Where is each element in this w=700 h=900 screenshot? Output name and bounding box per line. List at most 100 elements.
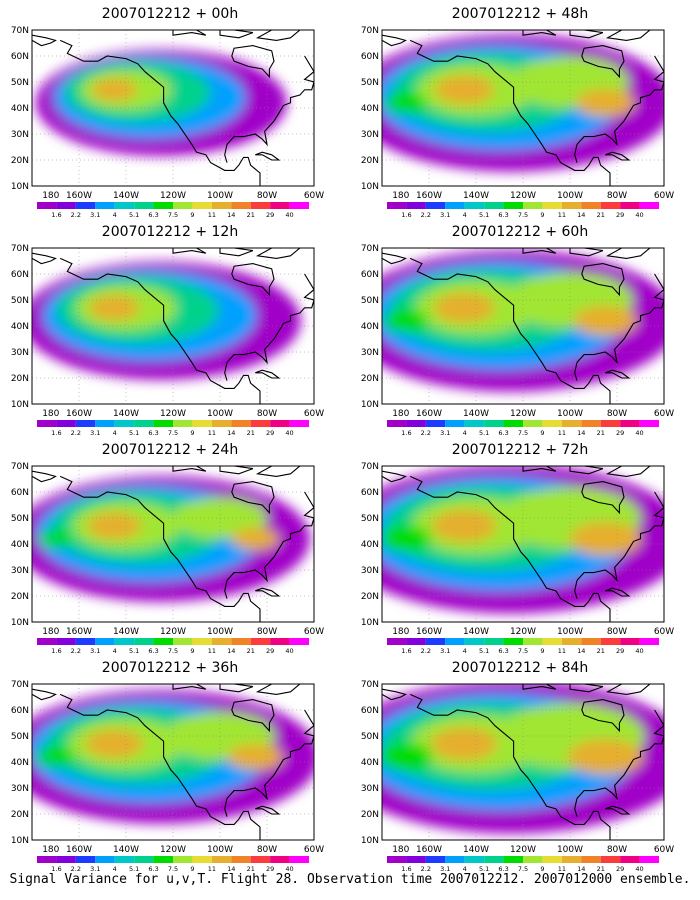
lat-label: 50N	[361, 78, 379, 88]
variance-field	[382, 684, 664, 834]
colorbar-label: 3.1	[440, 865, 450, 872]
colorbar-label: 5.1	[479, 647, 489, 654]
colorbar-label: 5.1	[479, 865, 489, 872]
map-canvas: 70N 60N 50N 40N 30N 20N 10N 180 160W 140W 120W 100W…	[11, 680, 324, 872]
colorbar-label: 40	[635, 647, 643, 654]
lon-label: 180	[42, 627, 59, 637]
lon-label: 60W	[654, 627, 674, 637]
lon-label: 180	[42, 409, 59, 419]
lon-label: 80W	[257, 409, 277, 419]
colorbar-label: 3.1	[90, 865, 100, 872]
lat-label: 30N	[361, 130, 379, 140]
lat-label: 20N	[361, 810, 379, 820]
panel-title: 2007012212 + 24h	[101, 442, 239, 458]
panel-title: 2007012212 + 84h	[451, 660, 589, 676]
lat-label: 70N	[361, 462, 379, 472]
colorbar-label: 4	[113, 429, 117, 436]
lat-label: 40N	[11, 758, 29, 768]
colorbar-label: 11	[558, 429, 566, 436]
lat-label: 30N	[11, 348, 29, 358]
lat-label: 60N	[361, 706, 379, 716]
lon-label: 140W	[113, 409, 139, 419]
colorbar-label: 7.5	[518, 211, 528, 218]
lon-label: 180	[392, 845, 409, 855]
lon-label: 140W	[463, 627, 489, 637]
lon-label: 160W	[66, 627, 92, 637]
lat-label: 30N	[361, 784, 379, 794]
colorbar-label: 11	[558, 865, 566, 872]
lon-label: 120W	[160, 627, 186, 637]
colorbar-label: 40	[635, 865, 643, 872]
lat-label: 60N	[11, 488, 29, 498]
colorbar-label: 4	[113, 865, 117, 872]
lat-label: 50N	[11, 732, 29, 742]
panel-title: 2007012212 + 60h	[451, 224, 589, 240]
colorbar: 1.6 2.2 3.1 4 5.1 6.3 7.5 9 11 14 21 29 40	[37, 856, 309, 872]
variance-field	[382, 466, 664, 614]
colorbar-label: 2.2	[71, 429, 81, 436]
coastline	[382, 466, 664, 622]
lat-label: 30N	[361, 566, 379, 576]
colorbar-label: 3.1	[440, 211, 450, 218]
colorbar: 1.6 2.2 3.1 4 5.1 6.3 7.5 9 11 14 21 29 40	[37, 638, 309, 654]
lon-label: 100W	[207, 409, 233, 419]
colorbar-label: 1.6	[51, 647, 61, 654]
lon-label: 180	[392, 627, 409, 637]
lon-label: 120W	[510, 191, 536, 201]
colorbar-label: 3.1	[90, 211, 100, 218]
variance-field	[35, 49, 287, 156]
lon-label: 80W	[607, 627, 627, 637]
variance-field	[32, 261, 301, 380]
map-panel: 70N 60N 50N 40N 30N 20N 10N 180 160W 140W 120W 100W…	[350, 436, 690, 654]
lon-label: 160W	[416, 845, 442, 855]
colorbar-label: 4	[113, 211, 117, 218]
colorbar-label: 4	[463, 647, 467, 654]
variance-field	[32, 475, 311, 602]
lon-label: 80W	[607, 845, 627, 855]
lon-label: 160W	[66, 191, 92, 201]
figure-caption: Signal Variance for u,v,T. Flight 28. Ob…	[9, 872, 691, 887]
lon-label: 160W	[66, 409, 92, 419]
variance-field	[32, 689, 314, 824]
colorbar-label: 9	[540, 211, 544, 218]
lat-label: 20N	[11, 374, 29, 384]
colorbar-label: 2.2	[421, 211, 431, 218]
colorbar-label: 14	[227, 647, 235, 654]
lat-label: 20N	[11, 592, 29, 602]
colorbar-label: 9	[190, 211, 194, 218]
lat-label: 50N	[11, 296, 29, 306]
lon-label: 80W	[257, 191, 277, 201]
lat-label: 30N	[11, 566, 29, 576]
colorbar-label: 3.1	[90, 429, 100, 436]
colorbar-label: 9	[540, 647, 544, 654]
coastline	[32, 248, 314, 404]
colorbar-label: 11	[558, 211, 566, 218]
lon-label: 160W	[416, 409, 442, 419]
colorbar-label: 29	[616, 647, 624, 654]
colorbar-label: 40	[285, 429, 293, 436]
colorbar-label: 40	[635, 211, 643, 218]
panel-title: 2007012212 + 12h	[101, 224, 239, 240]
lat-label: 10N	[11, 182, 29, 192]
colorbar-label: 5.1	[129, 865, 139, 872]
variance-field	[382, 34, 664, 172]
colorbar-label: 11	[208, 211, 216, 218]
map-canvas: 70N 60N 50N 40N 30N 20N 10N 180 160W 140W 120W 100W…	[361, 26, 674, 218]
lon-label: 100W	[207, 845, 233, 855]
lon-label: 60W	[304, 409, 324, 419]
colorbar-label: 5.1	[129, 211, 139, 218]
lon-label: 80W	[257, 845, 277, 855]
lat-label: 70N	[361, 26, 379, 36]
colorbar-label: 3.1	[440, 429, 450, 436]
map-panel: 70N 60N 50N 40N 30N 20N 10N 180 160W 140W 120W 100W…	[0, 218, 340, 436]
colorbar-label: 2.2	[71, 647, 81, 654]
lon-label: 80W	[257, 627, 277, 637]
colorbar-label: 40	[285, 211, 293, 218]
coastline	[32, 466, 314, 622]
colorbar-label: 7.5	[168, 647, 178, 654]
map-canvas: 70N 60N 50N 40N 30N 20N 10N 180 160W 140W 120W 100W…	[11, 244, 324, 436]
colorbar-label: 2.2	[421, 429, 431, 436]
lat-label: 30N	[11, 784, 29, 794]
lat-label: 40N	[11, 540, 29, 550]
